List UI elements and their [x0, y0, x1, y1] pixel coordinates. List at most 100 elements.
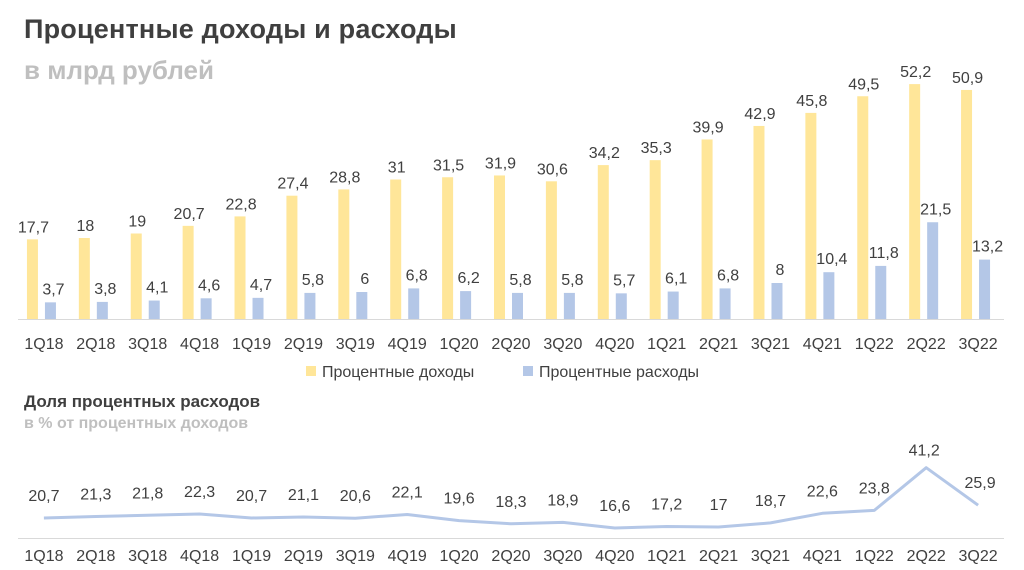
line-chart-subtitle: в % от процентных доходов [24, 415, 249, 432]
share-data-label: 18,3 [495, 494, 526, 511]
x-tick-label: 3Q18 [128, 336, 167, 353]
income-data-label: 31 [388, 160, 406, 177]
line-x-tick-label: 3Q21 [751, 548, 790, 565]
expense-data-label: 5,8 [509, 272, 531, 289]
share-data-label: 18,9 [547, 492, 578, 509]
x-tick-label: 4Q19 [388, 336, 427, 353]
expense-bar [927, 222, 939, 319]
income-bar [442, 177, 454, 319]
income-data-label: 30,6 [537, 161, 568, 178]
share-data-label: 21,3 [80, 486, 111, 503]
line-x-tick-label: 4Q20 [595, 548, 634, 565]
chart-title: Процентные доходы и расходы [24, 14, 457, 44]
income-bar [78, 238, 90, 319]
expense-data-label: 8 [776, 262, 785, 279]
income-bar [494, 175, 505, 319]
expense-data-label: 6,1 [665, 271, 687, 288]
income-data-label: 20,7 [174, 206, 205, 223]
income-bar [961, 89, 973, 319]
x-tick-label: 3Q19 [336, 336, 375, 353]
share-data-label: 21,1 [288, 487, 319, 504]
line-x-tick-label: 2Q18 [76, 548, 115, 565]
expense-data-label: 13,2 [972, 239, 1003, 256]
expense-bar [979, 259, 991, 319]
line-chart-title: Доля процентных расходов [24, 392, 261, 411]
x-tick-label: 4Q20 [595, 336, 634, 353]
income-data-label: 50,9 [952, 70, 983, 87]
x-tick-label: 1Q21 [647, 336, 686, 353]
x-tick-label: 3Q21 [751, 336, 790, 353]
expense-bar [304, 292, 316, 319]
share-data-label: 20,7 [236, 488, 267, 505]
expense-bar [252, 297, 264, 319]
income-data-label: 34,2 [589, 145, 620, 162]
income-data-label: 35,3 [641, 140, 672, 157]
share-data-label: 20,6 [340, 488, 371, 505]
expense-data-label: 6,8 [406, 267, 428, 284]
income-data-label: 22,8 [225, 196, 256, 213]
income-bar [649, 160, 661, 319]
x-tick-label: 2Q22 [907, 336, 946, 353]
income-bar [909, 84, 921, 319]
expense-bar [615, 293, 627, 319]
share-data-label: 23,8 [859, 480, 890, 497]
legend-label-income: Процентные доходы [322, 364, 474, 381]
line-x-tick-label: 4Q18 [180, 548, 219, 565]
expense-bar [875, 265, 887, 319]
line-x-tick-label: 3Q19 [336, 548, 375, 565]
income-bar [286, 195, 298, 319]
income-data-label: 19 [128, 214, 146, 231]
expense-bar [667, 291, 679, 319]
income-bar [753, 125, 765, 319]
expense-bar [771, 283, 783, 319]
share-data-label: 17,2 [651, 497, 682, 514]
expense-bar [512, 292, 523, 319]
income-data-label: 28,8 [329, 169, 360, 186]
expense-bar [823, 272, 835, 319]
x-tick-label: 1Q19 [232, 336, 271, 353]
share-data-label: 41,2 [909, 443, 940, 460]
expense-bar [563, 292, 575, 319]
expense-data-label: 5,8 [302, 272, 324, 289]
share-line [43, 466, 979, 530]
income-bar [597, 165, 609, 319]
line-x-tick-label: 1Q19 [232, 548, 271, 565]
share-data-label: 21,8 [132, 485, 163, 502]
income-data-label: 39,9 [693, 119, 724, 136]
income-bar [182, 225, 194, 319]
legend-swatch-expense [523, 366, 533, 376]
expense-data-label: 6,2 [457, 270, 479, 287]
share-data-label: 22,3 [184, 484, 215, 501]
line-x-tick-label: 3Q18 [128, 548, 167, 565]
income-bar [701, 139, 713, 319]
income-bar [805, 112, 817, 320]
line-x-tick-label: 3Q22 [958, 548, 997, 565]
expense-data-label: 10,4 [816, 251, 847, 268]
x-tick-label: 1Q18 [24, 336, 63, 353]
x-tick-label: 4Q21 [803, 336, 842, 353]
expense-data-label: 21,5 [920, 201, 951, 218]
x-tick-label: 1Q20 [440, 336, 479, 353]
bar-chart: 17,7 3,7 1Q18 18 3,8 2Q18 19 4,1 3Q18 20,7 4,6 4Q18… [18, 64, 1004, 381]
share-data-label: 16,6 [599, 498, 630, 515]
expense-data-label: 5,8 [561, 272, 583, 289]
expense-data-label: 4,1 [146, 280, 168, 297]
legend-swatch-income [306, 366, 316, 376]
expense-data-label: 11,8 [869, 245, 899, 262]
line-x-tick-label: 1Q20 [440, 548, 479, 565]
x-tick-label: 2Q18 [76, 336, 115, 353]
share-data-label: 22,6 [807, 483, 838, 500]
income-data-label: 31,5 [433, 157, 464, 174]
x-tick-label: 2Q20 [491, 336, 530, 353]
share-data-label: 18,7 [755, 493, 786, 510]
share-data-label: 22,1 [392, 485, 423, 502]
expense-bar [719, 288, 731, 319]
expense-data-label: 3,8 [94, 281, 116, 298]
expense-data-label: 4,6 [198, 277, 220, 294]
legend-label-expense: Процентные расходы [539, 364, 699, 381]
share-data-label: 25,9 [964, 475, 995, 492]
expense-bar [356, 292, 368, 319]
expense-bar [460, 291, 472, 319]
expense-data-label: 6,8 [717, 267, 739, 284]
expense-bar [200, 298, 212, 319]
